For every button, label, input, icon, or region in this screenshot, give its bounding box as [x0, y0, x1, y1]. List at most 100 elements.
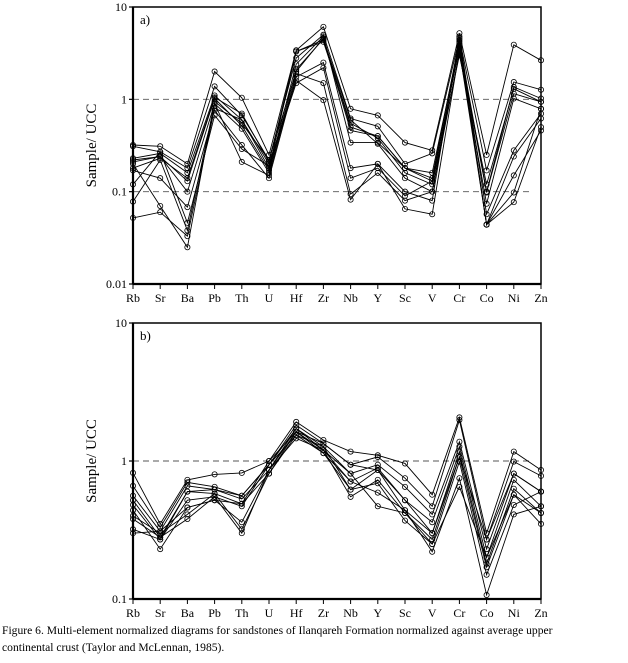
- x-tick-label-zn: Zn: [534, 291, 547, 305]
- data-point-hf: [293, 418, 300, 425]
- data-point-cr: [456, 453, 463, 460]
- data-point-sc: [401, 483, 408, 490]
- data-point-co: [483, 221, 490, 228]
- series-line: [132, 431, 542, 597]
- data-point-zr: [320, 38, 327, 45]
- data-point-nb: [347, 120, 354, 127]
- data-point-v: [429, 188, 436, 195]
- data-point-nb: [347, 127, 354, 134]
- data-point-co: [483, 554, 490, 561]
- series-line: [132, 41, 542, 186]
- x-tick-label-cr: Cr: [453, 291, 465, 305]
- data-point-ni: [510, 485, 517, 492]
- data-point-th: [238, 116, 245, 123]
- x-tick-label-rb: Rb: [126, 291, 140, 305]
- x-tick-label-sc: Sc: [399, 291, 411, 305]
- series-line: [132, 427, 542, 551]
- data-point-cr: [456, 475, 463, 482]
- x-tick-label-th: Th: [235, 606, 248, 620]
- data-point-sc: [401, 497, 408, 504]
- data-point-zr: [320, 443, 327, 450]
- series-line: [132, 427, 542, 559]
- x-tick-label-co: Co: [480, 606, 494, 620]
- data-point-ba: [184, 160, 191, 167]
- data-point-y: [374, 112, 381, 119]
- data-point-zr: [320, 97, 327, 104]
- data-point-ni: [510, 458, 517, 465]
- x-tick-label-zr: Zr: [318, 291, 329, 305]
- data-point-y: [374, 169, 381, 176]
- data-point-nb: [347, 461, 354, 468]
- data-point-ni: [510, 511, 517, 518]
- data-point-hf: [293, 55, 300, 62]
- data-point-cr: [456, 417, 463, 424]
- data-point-y: [374, 503, 381, 510]
- data-point-y: [374, 452, 381, 459]
- data-point-pb: [211, 493, 218, 500]
- data-point-ba: [184, 204, 191, 211]
- data-point-v: [429, 211, 436, 218]
- data-point-sc: [401, 205, 408, 212]
- data-point-sc: [401, 509, 408, 516]
- series-10: [129, 428, 545, 543]
- data-point-sr: [157, 155, 164, 162]
- data-point-sr: [157, 148, 164, 155]
- data-point-v: [429, 150, 436, 157]
- series-line: [132, 37, 542, 249]
- series-line: [132, 431, 542, 560]
- series-4: [129, 428, 545, 561]
- data-point-ba: [184, 497, 191, 504]
- y-tick-label: 0.1: [112, 592, 127, 606]
- data-point-sc: [401, 188, 408, 195]
- data-point-sr: [157, 546, 164, 553]
- data-point-ba: [184, 504, 191, 511]
- data-point-zr: [320, 436, 327, 443]
- x-tick-label-ba: Ba: [181, 291, 195, 305]
- data-point-y: [374, 123, 381, 130]
- x-tick-label-cr: Cr: [453, 606, 465, 620]
- y-tick-label: 10: [115, 316, 127, 330]
- data-point-co: [483, 536, 490, 543]
- data-point-sr: [157, 209, 164, 216]
- y-axis-label: Sample/ UCC: [84, 419, 100, 503]
- x-tick-label-sr: Sr: [155, 291, 166, 305]
- series-line: [132, 26, 542, 165]
- data-point-ni: [510, 501, 517, 508]
- x-tick-label-rb: Rb: [126, 606, 140, 620]
- x-tick-label-sr: Sr: [155, 606, 166, 620]
- data-point-th: [238, 469, 245, 476]
- data-point-ba: [184, 479, 191, 486]
- data-point-co: [483, 151, 490, 158]
- data-point-co: [483, 181, 490, 188]
- data-point-u: [265, 172, 272, 179]
- data-point-ni: [510, 199, 517, 206]
- data-point-sc: [401, 197, 408, 204]
- data-point-ni: [510, 153, 517, 160]
- x-tick-label-hf: Hf: [290, 606, 303, 620]
- series-line: [132, 36, 542, 216]
- series-8: [129, 428, 545, 598]
- data-point-pb: [211, 68, 218, 75]
- data-point-zr: [320, 440, 327, 447]
- data-point-sc: [401, 517, 408, 524]
- series-2: [129, 31, 545, 174]
- data-point-co: [483, 571, 490, 578]
- data-point-ba: [184, 175, 191, 182]
- series-3: [129, 425, 545, 553]
- data-point-y: [374, 135, 381, 142]
- data-point-sr: [157, 528, 164, 535]
- data-point-y: [374, 453, 381, 460]
- data-point-sr: [157, 530, 164, 537]
- data-point-th: [238, 158, 245, 165]
- y-tick-label: 1: [121, 92, 127, 106]
- data-point-ba: [184, 244, 191, 251]
- data-point-pb: [211, 83, 218, 90]
- data-point-sc: [401, 475, 408, 482]
- data-point-th: [238, 94, 245, 101]
- data-point-ni: [510, 41, 517, 48]
- data-point-th: [238, 142, 245, 149]
- data-point-zr: [320, 80, 327, 87]
- data-point-sc: [401, 460, 408, 467]
